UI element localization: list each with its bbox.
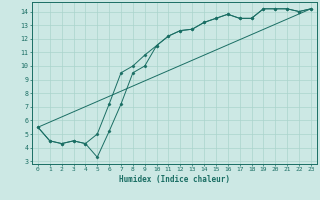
X-axis label: Humidex (Indice chaleur): Humidex (Indice chaleur) [119, 175, 230, 184]
